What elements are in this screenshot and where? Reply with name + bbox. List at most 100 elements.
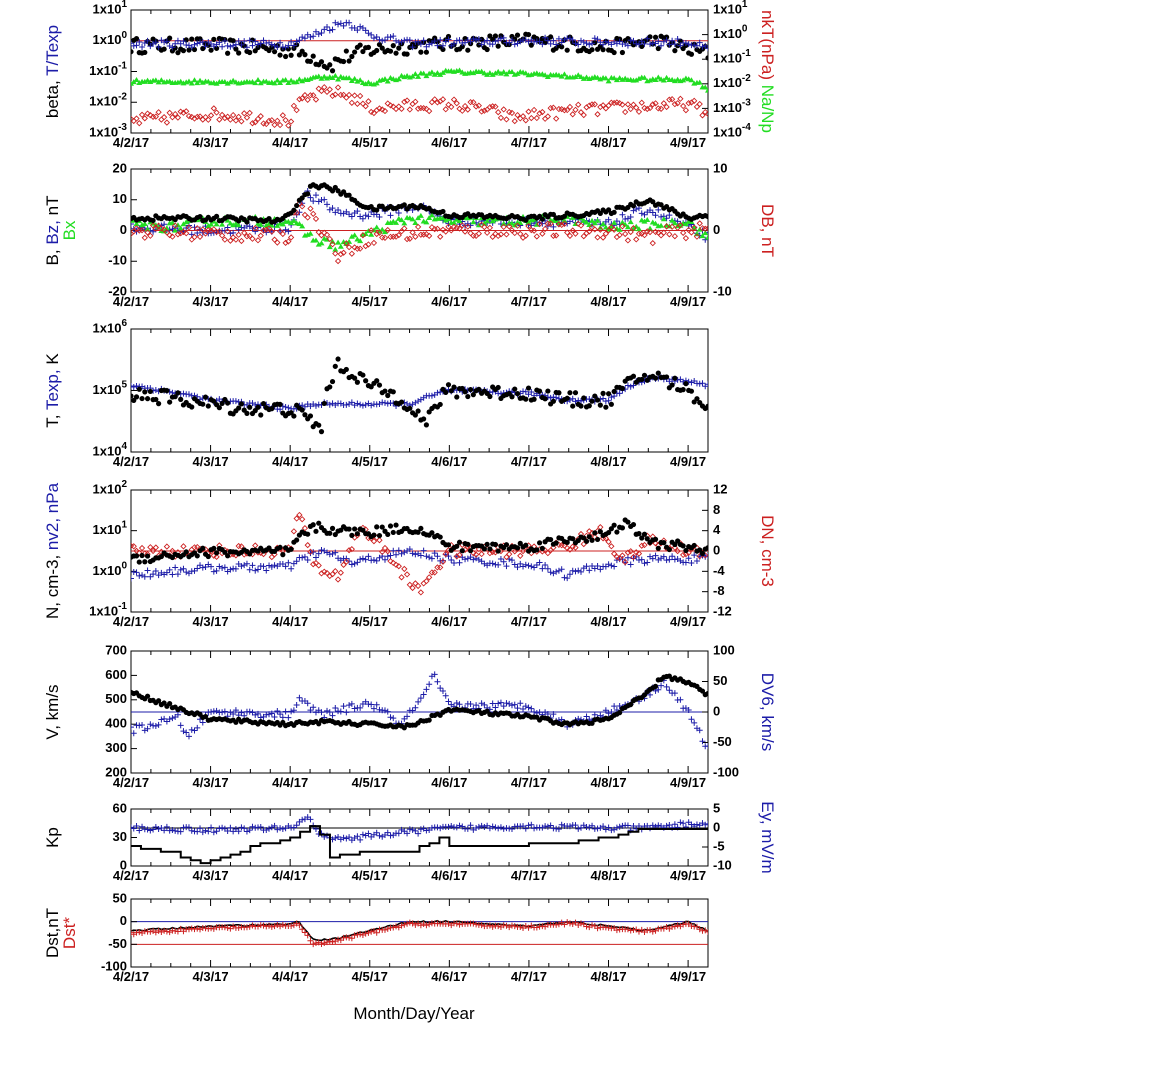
- data-point: [257, 232, 264, 239]
- y-tick-label: 1x106: [93, 318, 128, 335]
- data-point: [191, 233, 198, 241]
- data-point: [310, 92, 317, 99]
- data-point: [489, 41, 496, 48]
- data-point: [370, 705, 377, 712]
- data-point: [628, 701, 634, 708]
- data-point: [495, 68, 502, 74]
- data-point: [169, 827, 176, 834]
- data-point: [514, 705, 521, 712]
- data-point: [398, 826, 405, 833]
- data-point: [395, 103, 402, 110]
- data-point: [384, 100, 391, 107]
- data-point: [506, 223, 513, 230]
- data-point: [602, 707, 609, 714]
- data-point: [185, 78, 192, 84]
- data-point: [359, 215, 366, 222]
- data-point: [550, 570, 557, 577]
- data-point: [136, 386, 142, 392]
- data-point: [401, 549, 408, 556]
- data-point: [426, 554, 433, 561]
- data-point: [296, 209, 303, 216]
- series-alpha: [131, 67, 708, 93]
- y-axis-subtitle: Dst*: [60, 917, 79, 950]
- data-point: [503, 116, 510, 123]
- data-point: [608, 401, 614, 407]
- data-point: [340, 239, 347, 245]
- data-point: [630, 553, 637, 561]
- data-point: [161, 221, 168, 228]
- data-point: [578, 37, 585, 44]
- data-point: [605, 78, 612, 84]
- data-point: [580, 111, 587, 119]
- data-point: [658, 202, 664, 208]
- data-point: [439, 558, 447, 565]
- data-point: [406, 235, 413, 242]
- data-point: [194, 553, 200, 559]
- data-point: [548, 536, 554, 543]
- data-point: [346, 58, 352, 64]
- data-point: [401, 98, 408, 106]
- data-point: [682, 40, 689, 47]
- data-point: [180, 109, 187, 116]
- data-point: [426, 70, 433, 76]
- data-point: [500, 34, 507, 41]
- data-point: [131, 42, 137, 49]
- data-point: [492, 824, 499, 831]
- data-point: [688, 560, 695, 567]
- data-point: [528, 705, 535, 712]
- data-point: [348, 935, 355, 942]
- y2-tick-label: 100: [713, 642, 735, 657]
- data-point: [243, 560, 250, 567]
- data-point: [144, 826, 151, 833]
- data-point: [558, 566, 565, 573]
- data-point: [478, 822, 485, 829]
- data-point: [660, 100, 667, 107]
- data-point: [390, 924, 397, 931]
- x-tick-label: 4/9/17: [670, 868, 706, 883]
- data-point: [326, 86, 333, 93]
- data-point: [365, 44, 372, 50]
- data-point: [329, 525, 336, 531]
- data-point: [570, 536, 576, 542]
- data-point: [500, 106, 507, 113]
- data-point: [489, 218, 496, 224]
- data-point: [536, 923, 543, 930]
- data-point: [519, 113, 527, 120]
- data-point: [323, 569, 331, 577]
- data-point: [343, 240, 350, 247]
- data-point: [627, 219, 634, 225]
- data-point: [599, 102, 607, 109]
- data-point: [705, 403, 708, 409]
- data-point: [318, 941, 325, 948]
- data-point: [644, 105, 651, 113]
- data-point: [417, 695, 424, 702]
- data-point: [257, 824, 264, 831]
- data-point: [619, 49, 626, 56]
- data-point: [174, 37, 181, 44]
- data-point: [326, 938, 333, 945]
- data-point: [569, 227, 576, 234]
- data-point: [558, 821, 565, 828]
- y2-tick-label-exponent: -3: [742, 98, 751, 109]
- data-layer: [131, 182, 708, 265]
- data-point: [672, 48, 678, 54]
- data-point: [381, 399, 388, 406]
- data-point: [586, 824, 593, 831]
- data-point: [252, 38, 259, 45]
- data-point: [605, 397, 612, 404]
- data-point: [445, 33, 452, 40]
- data-point: [630, 207, 637, 214]
- data-point: [456, 67, 463, 73]
- data-point: [144, 229, 151, 236]
- data-point: [249, 922, 256, 929]
- data-point: [299, 78, 306, 84]
- data-point: [451, 40, 458, 47]
- data-point: [688, 229, 695, 236]
- data-point: [539, 108, 546, 116]
- data-point: [702, 225, 708, 232]
- data-point: [605, 226, 612, 232]
- data-point: [381, 926, 388, 933]
- data-point: [335, 239, 342, 245]
- data-point: [362, 401, 369, 408]
- data-point: [348, 250, 355, 257]
